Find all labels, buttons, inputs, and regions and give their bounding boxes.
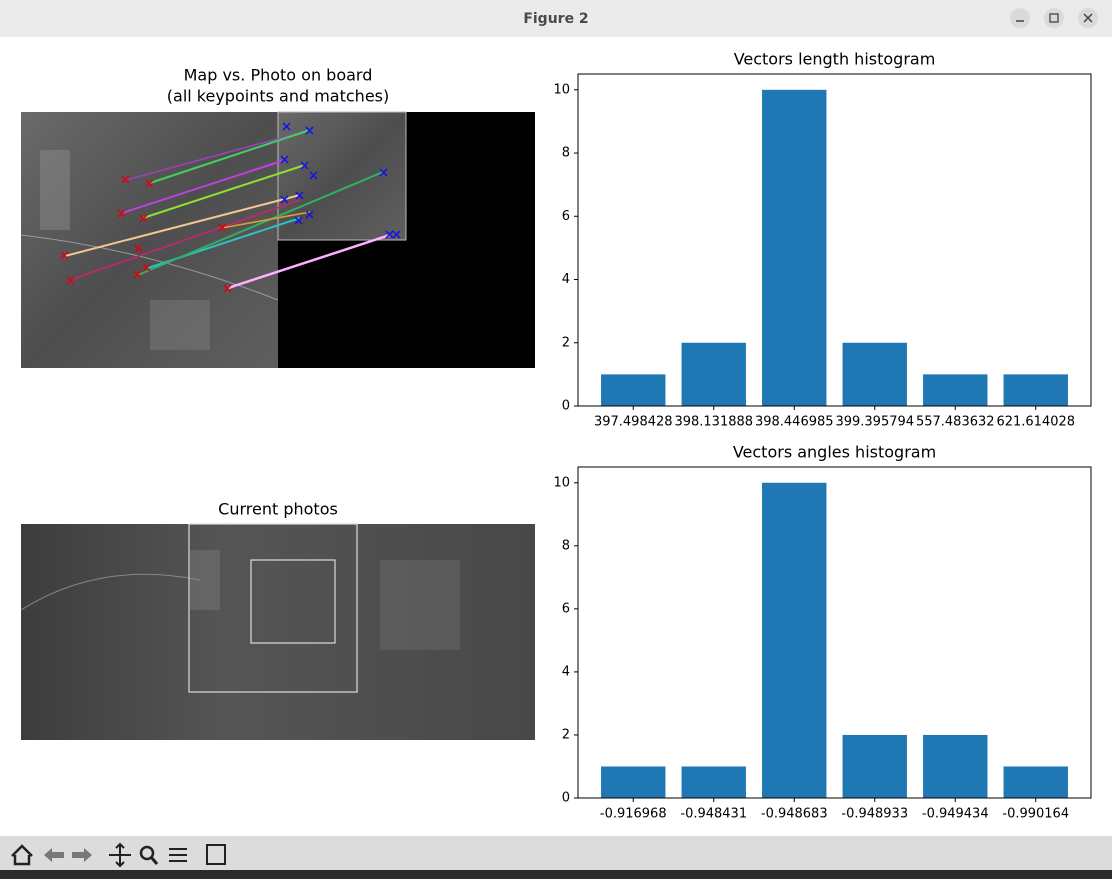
axes-frame: [577, 466, 1092, 799]
y-tick-label: 2: [562, 335, 570, 350]
pan-button[interactable]: [109, 842, 131, 868]
bar: [681, 342, 746, 406]
window-title: Figure 2: [523, 11, 588, 27]
x-tick-label: 398.131888: [674, 415, 753, 430]
x-tick-label: -0.916968: [600, 807, 667, 822]
home-button[interactable]: [11, 844, 33, 866]
configure-button[interactable]: [169, 848, 187, 862]
bar: [762, 89, 827, 407]
bar: [923, 734, 988, 798]
x-tick-label: -0.948683: [761, 807, 828, 822]
x-tick-label: -0.948431: [680, 807, 747, 822]
y-tick-label: 8: [562, 538, 570, 553]
bar: [762, 482, 827, 798]
chart-title: Vectors angles histogram: [733, 443, 936, 462]
zoom-button[interactable]: [139, 845, 159, 865]
bar: [1003, 766, 1068, 798]
bar: [842, 734, 907, 798]
x-tick-label: 557.483632: [916, 415, 995, 430]
y-tick-label: 10: [553, 82, 570, 97]
bar: [1003, 374, 1068, 406]
x-tick-label: 399.395794: [835, 415, 914, 430]
toolbar: [0, 836, 1112, 870]
title-bar: [0, 0, 1112, 37]
panel-title: (all keypoints and matches): [167, 87, 389, 106]
y-tick-label: 4: [562, 664, 570, 679]
x-tick-label: -0.949434: [922, 807, 989, 822]
back-button[interactable]: [44, 848, 64, 862]
y-tick-label: 6: [562, 209, 570, 224]
x-tick-label: -0.990164: [1002, 807, 1069, 822]
bar: [842, 342, 907, 406]
panel-title: Map vs. Photo on board: [184, 66, 373, 85]
map-image: [20, 111, 535, 368]
y-tick-label: 2: [562, 727, 570, 742]
bar: [681, 766, 746, 798]
bar: [923, 374, 988, 406]
minimize-button[interactable]: [1010, 8, 1030, 28]
axes-frame: [577, 73, 1092, 407]
save-button[interactable]: [206, 844, 226, 865]
x-tick-label: 397.498428: [594, 415, 673, 430]
y-tick-label: 8: [562, 146, 570, 161]
panel-title: Current photos: [218, 500, 338, 519]
chart-title: Vectors length histogram: [734, 50, 936, 69]
forward-button[interactable]: [72, 848, 92, 862]
desktop: [0, 870, 1112, 879]
window-controls[interactable]: [1010, 8, 1098, 28]
maximize-button[interactable]: [1044, 8, 1064, 28]
bar: [601, 766, 666, 798]
y-tick-label: 0: [562, 399, 570, 414]
x-tick-label: -0.948933: [841, 807, 908, 822]
y-tick-label: 6: [562, 601, 570, 616]
y-tick-label: 0: [562, 791, 570, 806]
y-tick-label: 10: [553, 475, 570, 490]
photo-image: [20, 523, 535, 740]
x-tick-label: 398.446985: [755, 415, 834, 430]
x-tick-label: 621.614028: [996, 415, 1075, 430]
bar: [601, 374, 666, 406]
y-tick-label: 4: [562, 272, 570, 287]
